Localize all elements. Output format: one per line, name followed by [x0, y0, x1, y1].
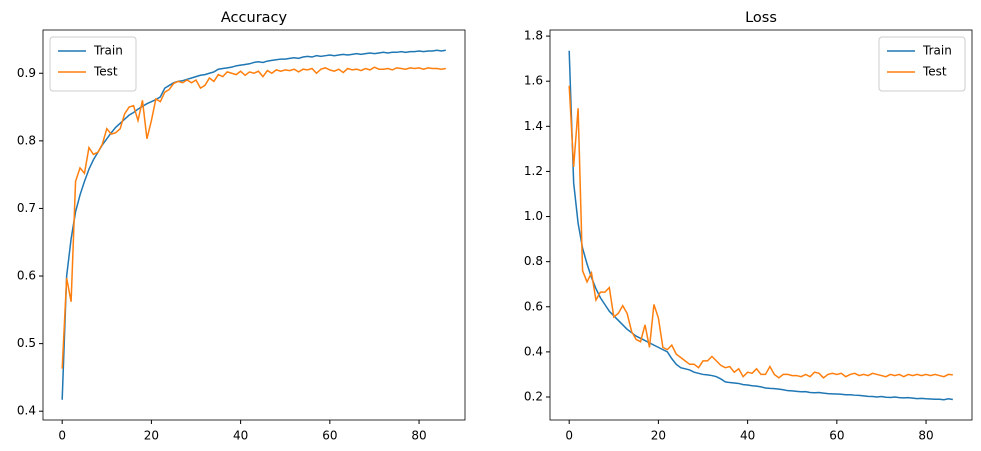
legend-label: Train	[922, 44, 952, 58]
legend-box	[878, 36, 966, 92]
legend: Train Test	[49, 36, 137, 92]
x-tick-label: 80	[918, 429, 933, 443]
y-tick-label: 0.5	[17, 336, 36, 350]
plot-frame	[42, 29, 466, 421]
plot-frame	[549, 29, 973, 421]
y-tick-label: 0.8	[17, 133, 36, 147]
x-tick-label: 20	[651, 429, 666, 443]
y-tick-label: 0.6	[524, 299, 543, 313]
y-tick-label: 0.2	[524, 389, 543, 403]
legend: Train Test	[878, 36, 966, 92]
x-tick-label: 40	[233, 429, 248, 443]
line-series	[61, 49, 446, 400]
x-tick-label: 60	[322, 429, 337, 443]
x-tick-label: 60	[829, 429, 844, 443]
y-tick-label: 0.7	[17, 201, 36, 215]
y-tick-label: 1.8	[524, 29, 543, 43]
legend-label: Test	[93, 65, 118, 79]
x-tick-label: 20	[144, 429, 159, 443]
x-tick-label: 0	[565, 429, 573, 443]
y-tick-label: 0.6	[17, 269, 36, 283]
y-tick-label: 0.8	[524, 254, 543, 268]
chart-title: Accuracy	[221, 10, 288, 26]
y-tick-label: 1.2	[524, 164, 543, 178]
x-tick-label: 0	[58, 429, 66, 443]
line-series	[61, 66, 446, 369]
y-tick-label: 1.6	[524, 74, 543, 88]
line-series	[568, 85, 953, 379]
chart-title: Loss	[745, 10, 777, 26]
legend-box	[49, 36, 137, 92]
x-tick-label: 80	[411, 429, 426, 443]
line-series	[568, 50, 953, 401]
legend-label: Test	[922, 65, 947, 79]
x-tick-label: 40	[740, 429, 755, 443]
y-tick-label: 0.9	[17, 66, 36, 80]
y-tick-label: 0.4	[17, 404, 36, 418]
legend-label: Train	[93, 44, 123, 58]
y-tick-label: 0.4	[524, 344, 543, 358]
y-tick-label: 1.4	[524, 119, 543, 133]
y-tick-label: 1.0	[524, 209, 543, 223]
